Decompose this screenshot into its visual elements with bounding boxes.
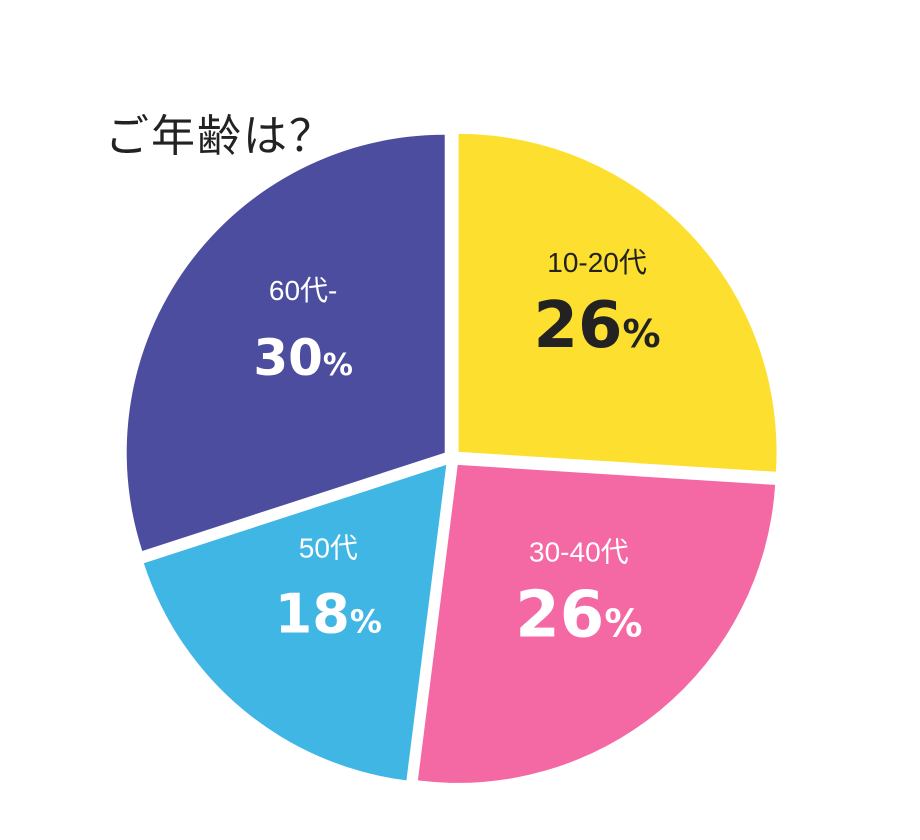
slice-category-label: 30-40代 [529,536,629,567]
slice-category-label: 60代- [269,275,337,306]
pie-slice [126,134,445,551]
pie-slice [417,464,776,783]
slice-percent-label: 26% [515,578,642,652]
slice-category-label: 50代 [299,532,358,563]
pie-slice [143,464,447,781]
slice-percent-label: 26% [533,289,660,363]
slice-category-label: 10-20代 [547,247,647,278]
slice-percent-label: 30% [253,329,353,387]
slice-percent-label: 18% [275,582,382,645]
chart-title: ご年齢は？ [105,111,335,162]
pie-slice [458,133,777,472]
